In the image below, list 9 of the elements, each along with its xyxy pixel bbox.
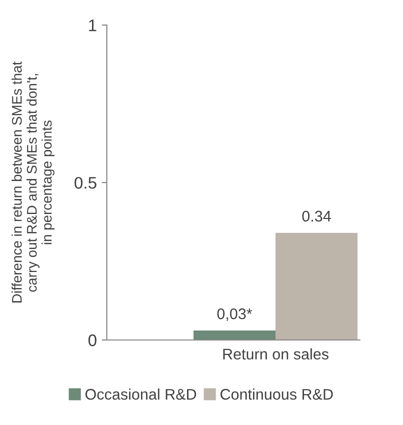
y-tick-label: 1	[89, 20, 96, 32]
y-axis-title: Difference in return between SMEs that carry out R&D and SMEs that don't, in percentage points	[12, 62, 54, 302]
y-tick-label: 0	[88, 334, 96, 346]
y-tick-label: 0.5	[74, 176, 96, 189]
x-tick-label: Return on sales	[223, 348, 328, 360]
data-label: 0,03*	[217, 308, 252, 322]
legend-label: Continuous R&D	[220, 388, 333, 400]
legend-label: Occasional R&D	[85, 388, 196, 400]
data-label: 0.34	[302, 210, 331, 222]
